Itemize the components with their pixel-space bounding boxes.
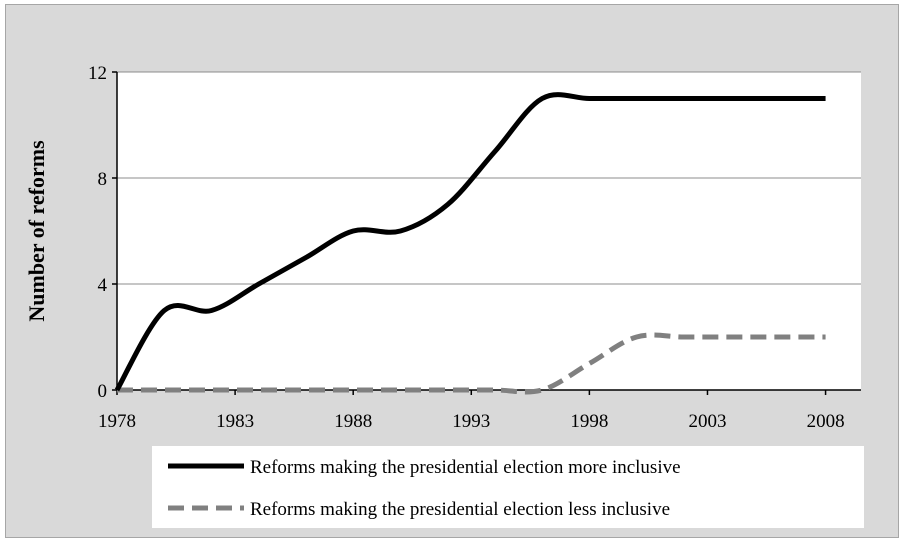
y-tick-label: 4 <box>98 275 108 296</box>
series-line-more-inclusive <box>114 92 826 392</box>
series-lines <box>114 92 826 395</box>
x-tick-label: 1983 <box>216 411 254 432</box>
x-tick-label: 1993 <box>452 411 490 432</box>
y-ticks: 0 4 8 12 <box>88 63 117 402</box>
legend-box <box>152 446 864 528</box>
x-tick-label: 2003 <box>688 411 726 432</box>
x-tick-label: 1978 <box>98 411 136 432</box>
plot-area <box>117 72 861 390</box>
x-tick-label: 1988 <box>334 411 372 432</box>
legend-label-more-inclusive: Reforms making the presidential election… <box>250 457 681 478</box>
legend-label-less-inclusive: Reforms making the presidential election… <box>250 499 670 520</box>
y-tick-label: 12 <box>88 63 107 84</box>
series-line-less-inclusive <box>117 332 826 395</box>
x-tick-label: 2008 <box>807 411 845 432</box>
y-tick-label: 8 <box>98 169 108 190</box>
x-tick-label: 1998 <box>570 411 608 432</box>
y-axis-label: Number of reforms <box>24 140 49 322</box>
y-tick-label: 0 <box>98 381 108 402</box>
gridlines <box>117 71 861 285</box>
x-ticks: 1978 1983 1988 1993 1998 2003 2008 <box>98 390 845 432</box>
